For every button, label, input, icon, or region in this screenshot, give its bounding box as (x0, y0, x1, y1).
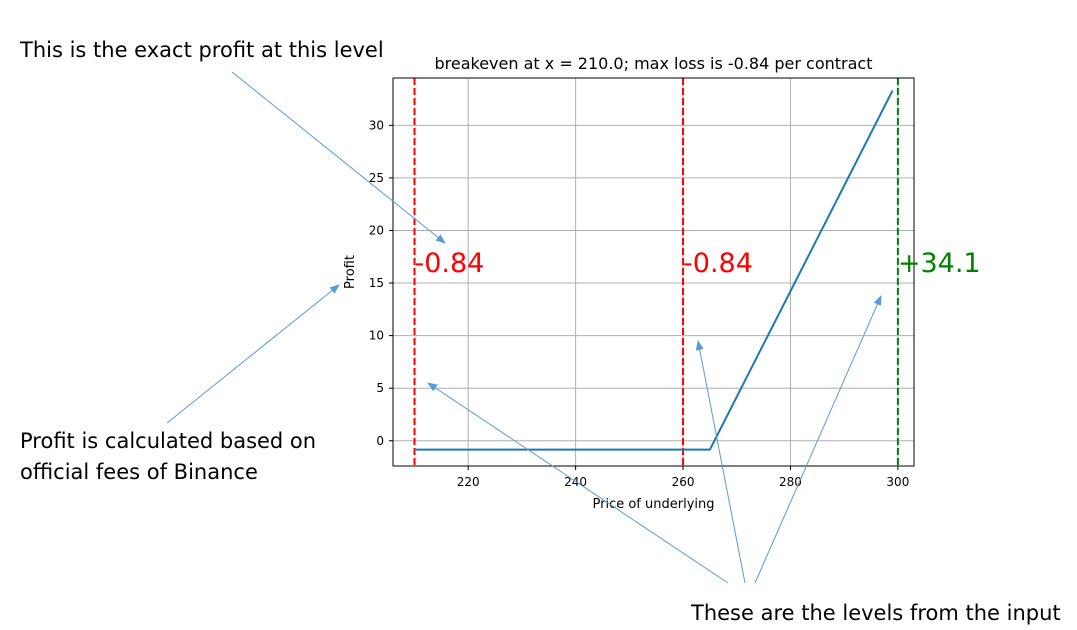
arrow-level-3 (754, 295, 882, 584)
arrow-level-1 (427, 382, 729, 584)
y-tick-label: 10 (369, 329, 384, 343)
chart-title: breakeven at x = 210.0; max loss is -0.8… (434, 54, 872, 73)
y-tick-label: 0 (376, 434, 384, 448)
y-tick-label: 5 (376, 381, 384, 395)
annotation-levels-input: These are the levels from the input (691, 601, 1061, 625)
x-tick-label: 220 (457, 475, 480, 489)
profit-line (414, 90, 894, 451)
annotation-profit-fees-line2: official fees of Binance (20, 460, 258, 484)
arrow-profit-fees (166, 284, 340, 424)
x-axis-title: Price of underlying (593, 497, 715, 512)
annotation-profit-fees-line1: Profit is calculated based on (20, 429, 317, 453)
y-tick-label: 15 (369, 276, 384, 290)
level-label: -0.84 (414, 248, 484, 279)
level-labels: -0.84 -0.84 +34.1 (414, 248, 980, 279)
level-lines (413, 78, 899, 466)
x-tick-label: 300 (886, 475, 909, 489)
y-tick-label: 30 (369, 118, 384, 132)
x-tick-label: 280 (779, 475, 802, 489)
arrow-level-2 (695, 340, 746, 584)
series (414, 90, 894, 451)
plot-frame (392, 77, 915, 467)
y-axis-title: Profit (343, 255, 358, 289)
axis-ticks: 220240260280300051015202530 (369, 118, 910, 489)
y-tick-label: 20 (369, 223, 384, 237)
arrow-exact-profit (231, 71, 446, 244)
annotation-profit-fees: Profit is calculated based on official f… (20, 426, 316, 488)
annotation-arrows (166, 71, 882, 584)
y-tick-label: 25 (369, 171, 384, 185)
level-label: +34.1 (898, 248, 981, 279)
annotation-exact-profit: This is the exact profit at this level (20, 38, 384, 62)
x-tick-label: 260 (672, 475, 695, 489)
level-label: -0.84 (683, 248, 753, 279)
